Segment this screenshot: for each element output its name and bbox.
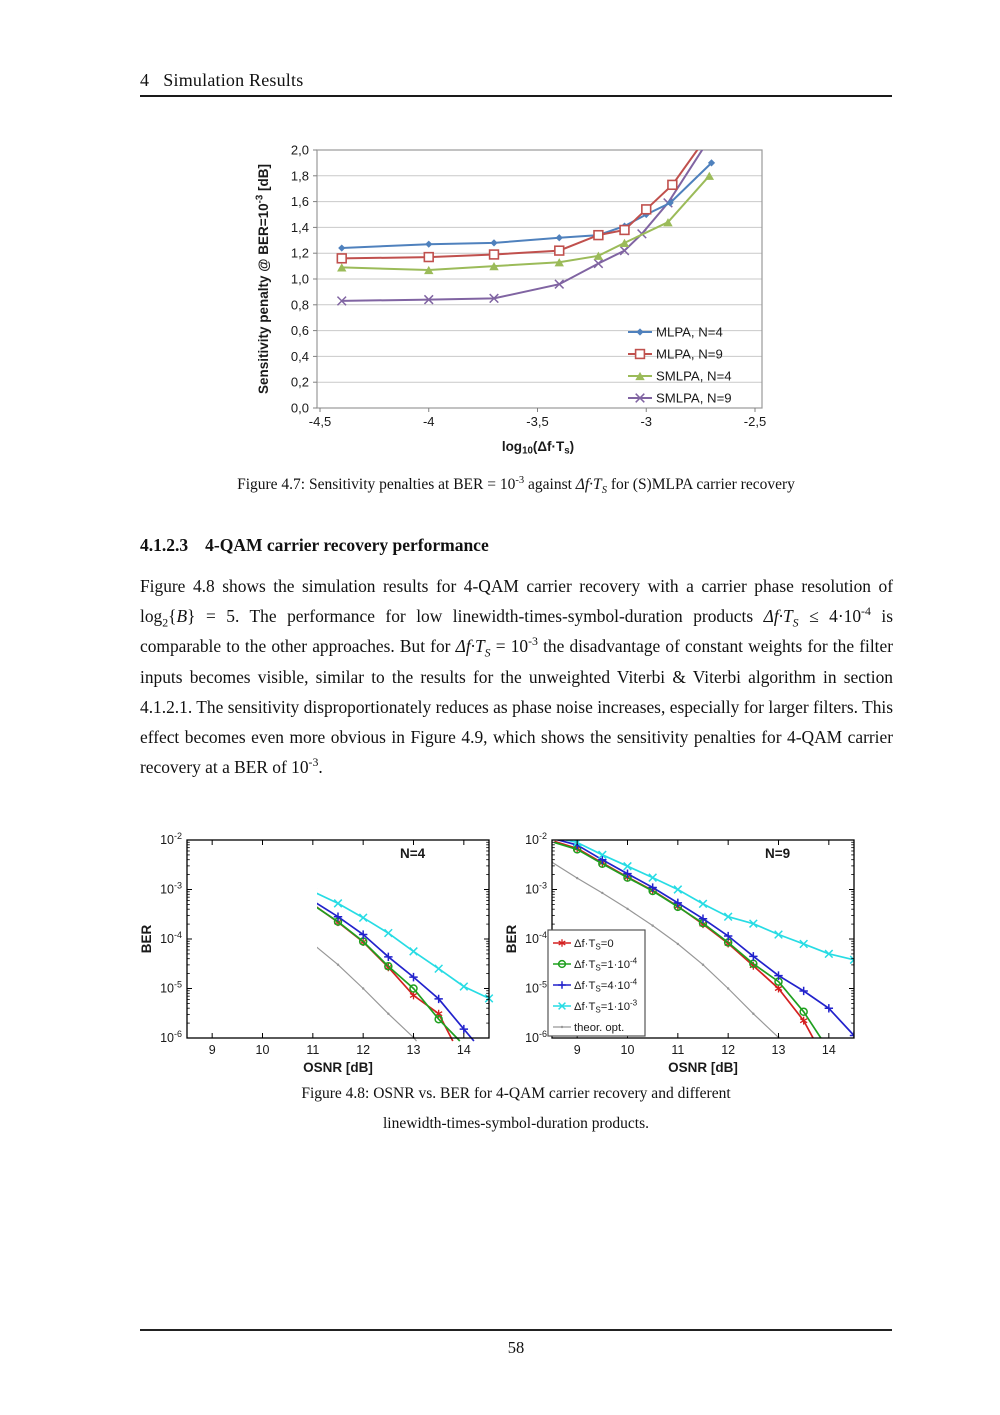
svg-text:Sensitivity penalty @ BER=10-3: Sensitivity penalty @ BER=10-3 [dB] [255,164,271,394]
svg-text:11: 11 [671,1043,684,1057]
svg-text:10-6: 10-6 [525,1029,547,1045]
svg-text:-4: -4 [423,414,435,429]
svg-text:0,6: 0,6 [291,323,309,338]
svg-text:10-3: 10-3 [160,881,182,897]
svg-text:Δf·TS=0: Δf·TS=0 [574,938,614,951]
svg-text:10-4: 10-4 [160,930,182,946]
svg-text:10-2: 10-2 [160,831,182,847]
svg-text:Δf·TS=1·10-4: Δf·TS=1·10-4 [574,957,638,973]
svg-text:12: 12 [356,1043,370,1057]
svg-text:0,2: 0,2 [291,375,309,390]
header-rule [140,95,892,97]
svg-text:10-5: 10-5 [160,980,182,996]
svg-text:1,4: 1,4 [291,220,309,235]
series-Δf·TS=1·10-3 [562,840,855,965]
section-heading: 4.1.2.3 4-QAM carrier recovery performanc… [140,535,489,556]
figure-4-7-chart: 0,0 0,2 0,4 0,6 0,8 1,0 1,2 1,4 1,6 1,8 2,0 -4,5 -4 -… [255,143,767,457]
svg-text:10: 10 [256,1043,270,1057]
svg-text:0,8: 0,8 [291,297,309,312]
svg-text:-3: -3 [640,414,652,429]
series-Δf·TS=4·10-4 [317,900,475,1042]
series-lines [336,150,716,306]
svg-text:-4,5: -4,5 [309,414,331,429]
figure-4-8-caption-line1: Figure 4.8: OSNR vs. BER for 4-QAM carri… [301,1085,731,1102]
svg-text:theor. opt.: theor. opt. [574,1022,624,1034]
series-Δf·TS=4·10-4 [554,840,855,1038]
svg-text:9: 9 [574,1043,581,1057]
svg-text:12: 12 [721,1043,735,1057]
series-Δf·TS=1·10-4 [317,904,461,1042]
svg-text:OSNR [dB]: OSNR [dB] [668,1060,738,1075]
svg-text:14: 14 [457,1043,471,1057]
page-number: 58 [507,1338,525,1357]
svg-text:BER: BER [139,925,154,954]
series-SMLPA, N=9 [336,150,704,306]
svg-text:MLPA, N=4: MLPA, N=4 [656,325,723,340]
section-number: 4.1.2.3 [140,535,189,555]
footer-rule [140,1329,892,1331]
figure-4-7-caption: Figure 4.7: Sensitivity penalties at BER… [237,474,795,497]
series-theor. opt. [551,861,780,1038]
svg-text:N=9: N=9 [765,846,790,861]
series-lines [317,888,494,1042]
svg-text:0,4: 0,4 [291,349,309,364]
figure-4-8-charts: 9 10 11 12 13 14 10-2 10-3 10-4 10-5 10-6 OSNR [dB]… [139,831,855,1075]
figure-4-8-caption-line2: linewidth-times-symbol-duration products… [382,1115,650,1132]
svg-text:2,0: 2,0 [291,143,309,158]
svg-text:1,6: 1,6 [291,194,309,209]
svg-text:10-5: 10-5 [525,980,547,996]
svg-text:-2,5: -2,5 [744,414,766,429]
svg-text:log10(Δf·Ts): log10(Δf·Ts) [502,439,574,457]
svg-text:13: 13 [772,1043,786,1057]
svg-text:-3,5: -3,5 [526,414,548,429]
svg-text:MLPA, N=9: MLPA, N=9 [656,347,723,362]
svg-text:Δf·TS=4·10-4: Δf·TS=4·10-4 [574,978,638,994]
series-MLPA, N=4 [338,159,716,252]
series-MLPA, N=9 [336,150,699,264]
svg-text:OSNR [dB]: OSNR [dB] [303,1060,373,1075]
svg-text:1,2: 1,2 [291,246,309,261]
svg-text:10-2: 10-2 [525,831,547,847]
series-Δf·TS=1·10-4 [554,841,822,1038]
svg-text:1,0: 1,0 [291,272,309,287]
svg-text:0,0: 0,0 [291,401,309,416]
svg-text:10: 10 [621,1043,635,1057]
svg-text:N=4: N=4 [400,846,426,861]
svg-text:9: 9 [209,1043,216,1057]
svg-text:13: 13 [407,1043,421,1057]
body-paragraph: Figure 4.8 shows the simulation results … [140,576,893,778]
running-header: 4 Simulation Results [140,70,304,90]
series-SMLPA, N=4 [337,171,715,275]
svg-text:14: 14 [822,1043,836,1057]
svg-text:SMLPA, N=4: SMLPA, N=4 [656,369,732,384]
svg-text:11: 11 [306,1043,319,1057]
section-title: 4-QAM carrier recovery performance [205,535,489,555]
legend: Δf·TS=0 Δf·TS=1·10-4 Δf·TS=4·10-4 Δf·TS=1·1… [547,929,646,1037]
legend: MLPA, N=4 MLPA, N=9 SMLPA, N=4 SMLPA, N=9 [628,325,732,406]
svg-text:10-4: 10-4 [525,930,547,946]
svg-text:Δf·TS=1·10-3: Δf·TS=1·10-3 [574,999,638,1015]
svg-text:1,8: 1,8 [291,168,309,183]
series-lines [551,840,855,1038]
svg-text:SMLPA, N=9: SMLPA, N=9 [656,391,732,406]
svg-text:10-3: 10-3 [525,881,547,897]
svg-text:10-6: 10-6 [160,1029,182,1045]
svg-text:BER: BER [504,925,519,954]
